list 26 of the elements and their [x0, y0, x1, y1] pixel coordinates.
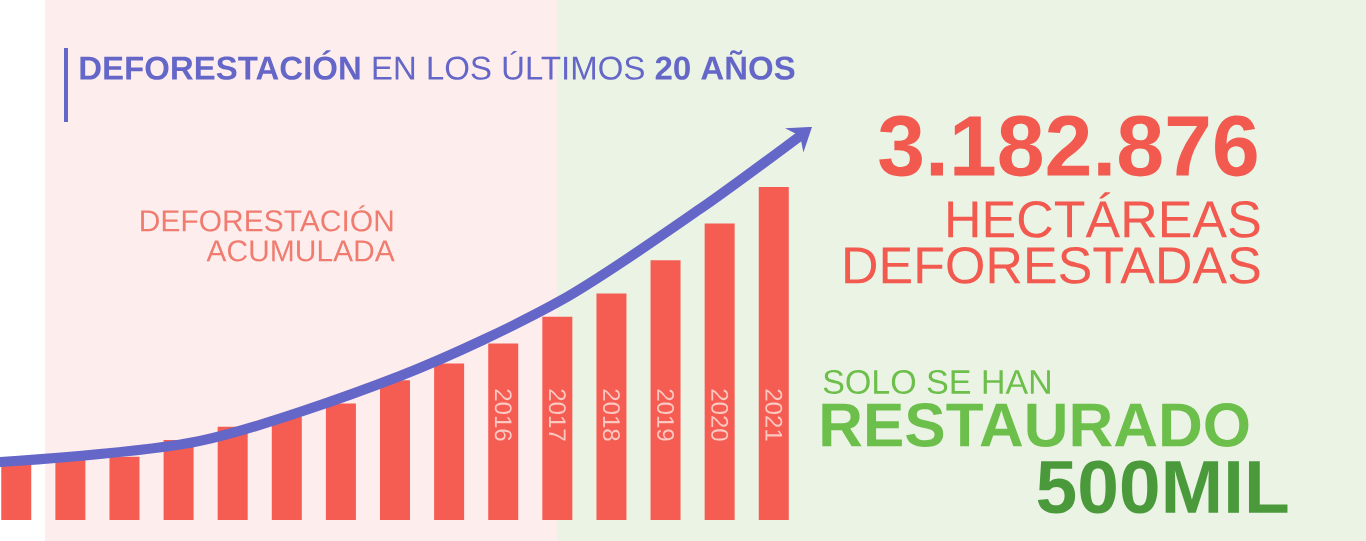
bar — [542, 316, 573, 520]
x-tick-label: 2018 — [602, 389, 620, 441]
bar — [325, 403, 356, 520]
bar — [704, 223, 735, 520]
x-tick-label: 2019 — [657, 389, 675, 441]
text: 3.182.876 — [879, 115, 1257, 177]
text: HECTÁREAS DEFORESTADAS — [845, 192, 1260, 284]
text: SOLO SE HAN — [823, 369, 1050, 395]
bar — [380, 380, 411, 520]
bar — [488, 343, 519, 520]
bar — [1, 463, 32, 520]
text: RESTAURADO — [822, 403, 1249, 447]
x-tick-label: 2020 — [711, 389, 729, 441]
x-tick-label: 2016 — [494, 389, 512, 441]
annotation: DEFORESTACIÓN ACUMULADA — [141, 205, 395, 262]
x-tick-label: 2017 — [548, 389, 566, 441]
bar — [109, 456, 140, 520]
x-tick-label: 2021 — [765, 389, 783, 441]
bar — [434, 363, 465, 520]
bar — [55, 460, 86, 520]
bar — [758, 186, 789, 520]
chart-title: DEFORESTACIÓN EN LOS ÚLTIMOS 20 AÑOS — [80, 50, 795, 80]
bar — [650, 260, 681, 520]
bar — [271, 416, 302, 520]
bar — [596, 293, 627, 520]
text: 500MIL — [1037, 460, 1288, 514]
